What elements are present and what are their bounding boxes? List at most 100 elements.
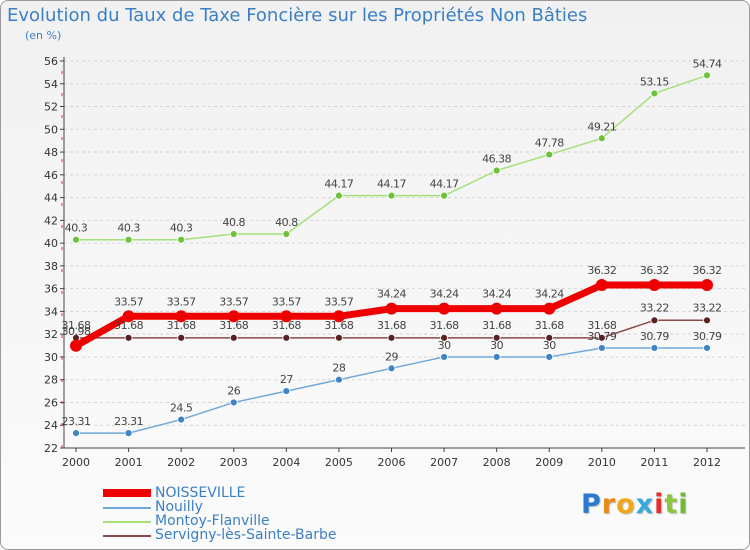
data-point-montoy-flanville [387, 191, 396, 200]
data-point-noisseville [122, 310, 135, 323]
y-tick-label: 24 [44, 419, 58, 432]
data-label-servigny: 31.68 [430, 319, 459, 332]
data-label-servigny: 31.68 [535, 319, 564, 332]
data-label-noisseville: 33.57 [167, 295, 196, 308]
data-label-montoy-flanville: 44.17 [377, 178, 406, 191]
data-label-montoy-flanville: 44.17 [324, 178, 353, 191]
data-label-nouilly: 29 [385, 350, 398, 363]
data-label-nouilly: 30.79 [587, 330, 616, 343]
data-label-servigny: 33.22 [693, 301, 722, 314]
y-tick-label: 22 [44, 442, 58, 455]
data-label-nouilly: 23.31 [114, 415, 143, 428]
y-tick-label: 26 [44, 396, 58, 409]
data-point-montoy-flanville [492, 166, 501, 175]
data-label-nouilly: 27 [280, 373, 293, 386]
data-label-montoy-flanville: 54.74 [693, 57, 722, 70]
data-point-noisseville [543, 302, 556, 315]
y-tick-label: 44 [44, 192, 58, 205]
data-point-servigny [282, 333, 291, 342]
data-point-nouilly [177, 415, 186, 424]
x-tick-label: 2000 [62, 456, 90, 469]
data-point-nouilly [650, 344, 659, 352]
data-point-servigny [650, 316, 659, 325]
legend-label-montoy-flanville: Montoy-Flanville [155, 513, 270, 529]
logo-letter: r [601, 489, 617, 520]
data-label-servigny: 31.68 [377, 319, 406, 332]
data-point-nouilly [440, 353, 448, 361]
data-label-servigny: 31.68 [482, 319, 511, 332]
data-point-noisseville [385, 302, 398, 315]
x-tick-label: 2009 [535, 456, 563, 469]
x-tick-label: 2010 [588, 456, 616, 469]
data-point-montoy-flanville [229, 230, 238, 238]
data-point-montoy-flanville [545, 150, 554, 159]
data-label-montoy-flanville: 40.8 [223, 216, 246, 229]
legend-label-servigny: Servigny-lès-Sainte-Barbe [155, 527, 337, 543]
data-label-montoy-flanville: 44.17 [430, 178, 459, 191]
logo-letter: t [664, 489, 679, 520]
legend-swatch-montoy-flanville [103, 521, 151, 523]
data-point-noisseville [280, 310, 293, 323]
data-point-servigny [597, 333, 606, 342]
y-tick-label: 28 [44, 374, 58, 387]
data-label-nouilly: 30.79 [693, 330, 722, 343]
y-tick-label: 40 [44, 237, 58, 250]
data-point-noisseville [175, 310, 188, 323]
data-label-nouilly: 30 [543, 339, 556, 352]
chart-subtitle: (en %) [25, 29, 62, 42]
data-point-nouilly [597, 344, 606, 352]
y-tick-label: 50 [44, 123, 58, 136]
y-tick-label: 46 [44, 169, 58, 182]
data-point-nouilly [229, 398, 238, 407]
data-label-nouilly: 28 [332, 362, 345, 375]
data-point-montoy-flanville [177, 235, 186, 244]
data-point-noisseville [332, 310, 345, 323]
legend-label-noisseville: NOISSEVILLE [155, 485, 246, 501]
data-point-nouilly [335, 375, 343, 384]
logo-letter: i [678, 489, 689, 520]
data-label-noisseville: 36.32 [640, 264, 669, 277]
data-point-nouilly [387, 364, 396, 373]
y-tick-label: 34 [44, 305, 58, 318]
y-tick-label: 54 [44, 78, 58, 91]
data-point-montoy-flanville [703, 71, 711, 80]
data-point-montoy-flanville [440, 191, 448, 200]
data-label-noisseville: 34.24 [377, 288, 406, 301]
data-label-noisseville: 33.57 [324, 295, 353, 308]
data-label-servigny: 31.68 [114, 319, 143, 332]
data-label-servigny: 31.68 [324, 319, 353, 332]
data-point-servigny [492, 333, 501, 342]
data-label-servigny: 31.68 [219, 319, 248, 332]
data-point-nouilly [124, 429, 133, 437]
data-label-servigny: 31.68 [272, 319, 301, 332]
data-point-montoy-flanville [72, 235, 80, 244]
data-point-noisseville [438, 302, 451, 315]
data-label-montoy-flanville: 49.21 [587, 120, 616, 133]
x-tick-label: 2007 [430, 456, 458, 469]
data-point-servigny [545, 333, 554, 342]
data-point-montoy-flanville [650, 89, 659, 98]
y-tick-label: 30 [44, 351, 58, 364]
data-label-noisseville: 34.24 [482, 288, 511, 301]
y-tick-label: 42 [44, 214, 58, 227]
data-label-noisseville: 33.57 [272, 295, 301, 308]
data-point-servigny [229, 333, 238, 342]
data-label-noisseville: 33.57 [219, 295, 248, 308]
x-tick-label: 2002 [167, 456, 195, 469]
data-label-servigny: 31.68 [62, 319, 91, 332]
data-point-servigny [387, 333, 396, 342]
data-label-montoy-flanville: 40.3 [65, 222, 88, 235]
data-point-montoy-flanville [282, 230, 291, 238]
legend-swatch-noisseville [103, 489, 151, 497]
logo-letter: i [654, 489, 665, 520]
data-point-nouilly [545, 353, 554, 361]
data-point-servigny [335, 333, 343, 342]
data-label-servigny: 31.68 [587, 319, 616, 332]
x-tick-label: 2008 [483, 456, 511, 469]
data-label-montoy-flanville: 46.38 [482, 152, 511, 165]
series-line-montoy-flanville [75, 74, 708, 241]
proxiti-logo: Proxiti [581, 489, 689, 520]
data-point-nouilly [72, 429, 80, 437]
x-tick-label: 2004 [272, 456, 300, 469]
